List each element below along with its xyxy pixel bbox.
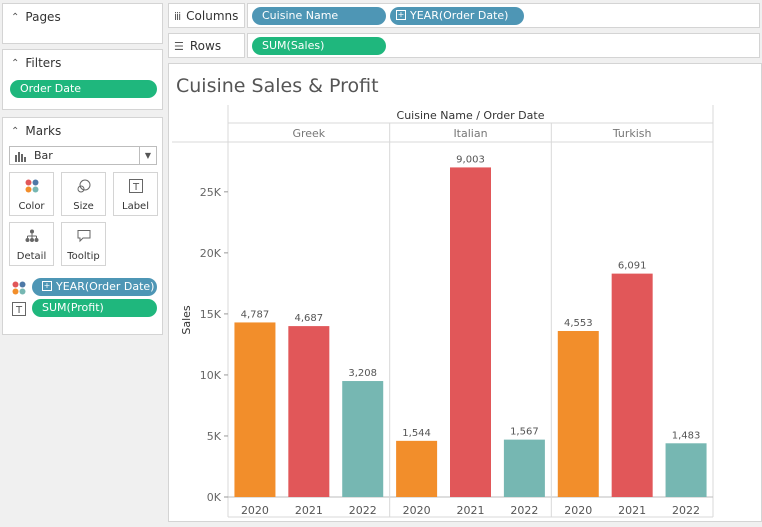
pages-panel: ⌃ Pages	[2, 3, 163, 44]
mark-type-select[interactable]: Bar ▼	[9, 146, 157, 165]
marks-pill-year-label: YEAR(Order Date)	[56, 280, 155, 293]
bar-data-label: 4,787	[241, 309, 270, 320]
x-tick-label: 2020	[564, 504, 592, 517]
mark-type-value: Bar	[34, 149, 53, 162]
columns-pill-year-label: YEAR(Order Date)	[410, 9, 509, 22]
dropdown-arrow-icon: ▼	[139, 147, 156, 164]
y-tick-label: 0K	[207, 491, 222, 504]
filters-title: Filters	[25, 56, 62, 70]
chevron-up-icon: ⌃	[11, 11, 20, 23]
bar-data-label: 1,483	[672, 430, 701, 441]
filters-header[interactable]: ⌃ Filters	[11, 56, 61, 70]
bar-greek-2020	[234, 322, 276, 497]
x-tick-label: 2021	[457, 504, 485, 517]
marks-title: Marks	[25, 124, 62, 138]
filters-panel: ⌃ Filters Order Date	[2, 49, 163, 110]
category-header-greek: Greek	[292, 127, 325, 140]
chevron-up-icon: ⌃	[11, 57, 20, 69]
rows-icon: ☰	[174, 39, 184, 53]
bar-turkish-2020	[557, 330, 599, 497]
label-card[interactable]: T Label	[113, 172, 158, 216]
x-tick-label: 2022	[510, 504, 538, 517]
columns-shelf: Cuisine Name + YEAR(Order Date)	[247, 3, 760, 28]
x-tick-label: 2020	[403, 504, 431, 517]
category-header-turkish: Turkish	[612, 127, 652, 140]
y-axis-label: Sales	[180, 305, 193, 335]
detail-card-label: Detail	[16, 251, 47, 262]
columns-title: Columns	[186, 9, 239, 23]
pages-header[interactable]: ⌃ Pages	[11, 10, 61, 24]
bar-data-label: 6,091	[618, 261, 647, 272]
size-icon	[62, 179, 105, 201]
x-tick-label: 2021	[618, 504, 646, 517]
rows-shelf: SUM(Sales)	[247, 33, 760, 58]
bar-italian-2020	[396, 440, 438, 497]
bar-data-label: 1,567	[510, 427, 539, 438]
color-card-label: Color	[18, 201, 45, 212]
bar-greek-2022	[342, 381, 384, 497]
column-header-title: Cuisine Name / Order Date	[397, 109, 545, 122]
columns-shelf-label: iii Columns	[168, 3, 245, 28]
columns-pill-year-order-date[interactable]: + YEAR(Order Date)	[390, 7, 524, 25]
columns-pill-cuisine-name[interactable]: Cuisine Name	[252, 7, 386, 25]
svg-text:T: T	[15, 305, 23, 316]
color-card[interactable]: Color	[9, 172, 54, 216]
pages-title: Pages	[25, 10, 61, 24]
size-card[interactable]: Size	[61, 172, 106, 216]
chevron-up-icon: ⌃	[11, 125, 20, 137]
tooltip-icon	[62, 229, 105, 251]
bar-data-label: 1,544	[402, 428, 431, 439]
color-dots-icon	[12, 280, 26, 299]
marks-pill-year-order-date[interactable]: + YEAR(Order Date)	[32, 278, 157, 296]
expand-plus-icon: +	[396, 10, 406, 20]
y-tick-label: 20K	[200, 247, 222, 260]
rows-pill-sum-sales[interactable]: SUM(Sales)	[252, 37, 386, 55]
x-tick-label: 2022	[672, 504, 700, 517]
tooltip-card[interactable]: Tooltip	[61, 222, 106, 266]
bar-italian-2021	[450, 167, 491, 497]
bar-italian-2022	[503, 439, 545, 497]
bar-chart-icon	[15, 150, 29, 162]
y-tick-label: 15K	[200, 308, 222, 321]
y-tick-label: 10K	[200, 369, 222, 382]
bar-data-label: 4,687	[295, 313, 324, 324]
label-card-label: Label	[122, 201, 149, 212]
columns-icon: iii	[174, 9, 181, 23]
y-tick-label: 25K	[200, 186, 222, 199]
text-label-icon: T	[114, 179, 157, 201]
marks-pill-sum-profit[interactable]: SUM(Profit)	[32, 299, 157, 317]
detail-card[interactable]: Detail	[9, 222, 54, 266]
detail-icon	[10, 229, 53, 251]
bar-data-label: 9,003	[456, 154, 485, 165]
category-header-italian: Italian	[453, 127, 487, 140]
marks-header[interactable]: ⌃ Marks	[11, 124, 61, 138]
x-tick-label: 2020	[241, 504, 269, 517]
bar-turkish-2022	[665, 443, 707, 497]
bar-greek-2021	[288, 326, 330, 497]
x-tick-label: 2022	[349, 504, 377, 517]
tooltip-card-label: Tooltip	[67, 251, 100, 262]
expand-plus-icon: +	[42, 281, 52, 291]
marks-panel: ⌃ Marks Bar ▼ Color Size T Label Detail T…	[2, 117, 163, 335]
chart-title: Cuisine Sales & Profit	[176, 75, 379, 97]
color-dots-icon	[10, 179, 53, 201]
bar-turkish-2021	[611, 273, 653, 497]
rows-title: Rows	[189, 39, 222, 53]
size-card-label: Size	[73, 201, 94, 212]
x-tick-label: 2021	[295, 504, 323, 517]
rows-shelf-label: ☰ Rows	[168, 33, 245, 58]
bar-data-label: 4,553	[564, 318, 593, 329]
filter-pill-order-date[interactable]: Order Date	[10, 80, 157, 98]
svg-text:T: T	[131, 182, 139, 193]
bar-data-label: 3,208	[348, 368, 377, 379]
text-label-icon: T	[12, 301, 26, 320]
y-tick-label: 5K	[207, 430, 222, 443]
